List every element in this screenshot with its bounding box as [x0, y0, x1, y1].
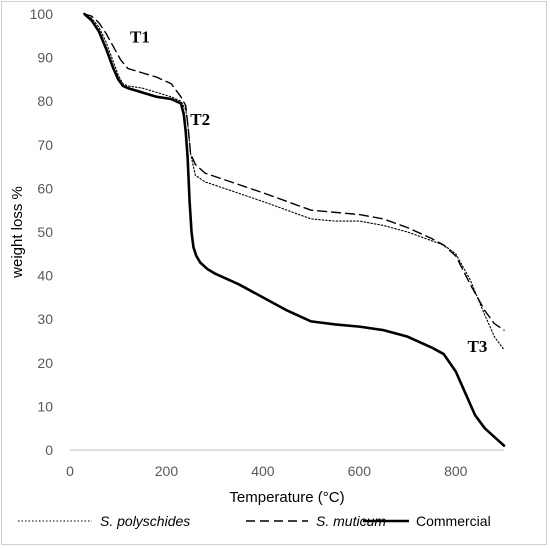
y-tick-label: 80: [37, 93, 53, 109]
y-tick-label: 30: [37, 311, 53, 327]
legend: S. polyschides S. muticum Commercial: [18, 513, 491, 529]
y-tick-label: 50: [37, 224, 53, 240]
y-tick-labels: 0 10 20 30 40 50 60 70 80 90 100: [30, 6, 54, 458]
annotation-label: T2: [190, 110, 210, 129]
y-tick-label: 0: [45, 442, 53, 458]
y-tick-label: 100: [30, 6, 54, 22]
legend-label-1: S. muticum: [316, 513, 386, 529]
x-tick-label: 0: [66, 463, 74, 479]
y-tick-label: 40: [37, 268, 53, 284]
x-tick-label: 200: [155, 463, 179, 479]
x-axis-title: Temperature (°C): [229, 489, 344, 506]
series-lines: [83, 12, 506, 447]
series-line-1: [83, 13, 505, 331]
y-axis-title: weight loss %: [9, 186, 26, 279]
y-tick-label: 70: [37, 137, 53, 153]
series-line-0: [83, 13, 505, 351]
annotations: T1 T2 T3: [130, 27, 487, 356]
x-tick-label: 400: [251, 463, 275, 479]
series-line-2: [83, 12, 506, 447]
y-tick-label: 20: [37, 355, 53, 371]
x-tick-label: 800: [444, 463, 468, 479]
x-tick-label: 600: [348, 463, 372, 479]
y-tick-label: 60: [37, 180, 53, 196]
annotation-label: T3: [468, 337, 488, 356]
annotation-label: T1: [130, 27, 150, 46]
x-tick-labels: 0 200 400 600 800: [66, 463, 468, 479]
y-tick-label: 10: [37, 398, 53, 414]
y-tick-label: 90: [37, 50, 53, 66]
legend-label-0: S. polyschides: [100, 513, 190, 529]
legend-label-2: Commercial: [416, 513, 491, 529]
